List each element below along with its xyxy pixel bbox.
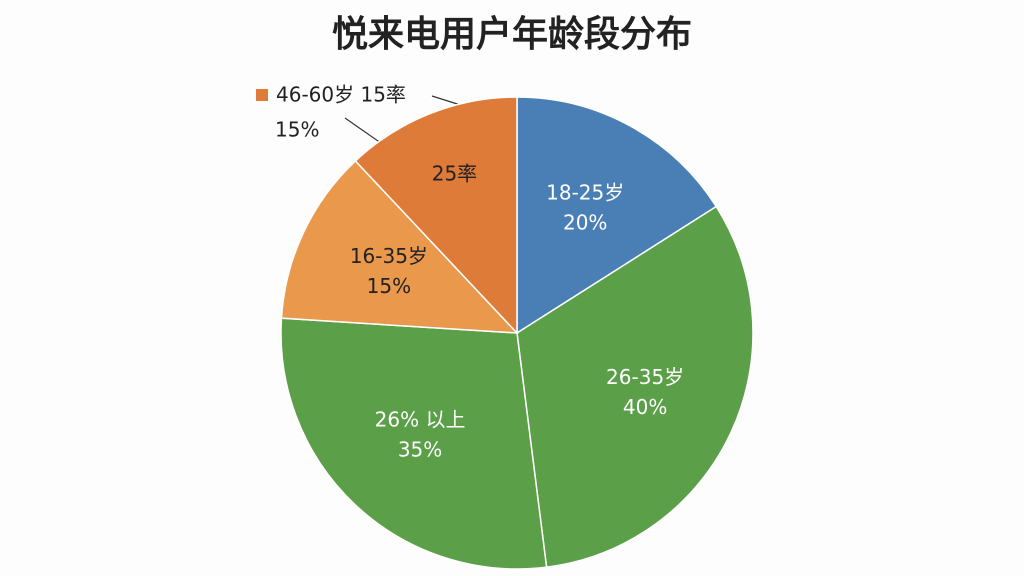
slice-value: 35% <box>398 438 442 462</box>
legend-marker <box>256 89 268 101</box>
pie-slice <box>516 205 754 568</box>
slice-label: 26-35岁 <box>606 365 684 389</box>
pie-slice <box>280 159 519 334</box>
slice-value: 20% <box>563 210 607 234</box>
pie-slice <box>516 96 718 335</box>
chart-title: 悦来电用户年龄段分布 <box>332 14 692 55</box>
slice-value: 15% <box>275 118 319 142</box>
slice-label: 16-35岁 <box>350 244 428 268</box>
pie-slice <box>280 317 548 570</box>
slice-label: 46-60岁 15率 <box>276 83 406 107</box>
slice-label: 26% 以上 <box>375 408 466 432</box>
slice-value: 15% <box>367 274 411 298</box>
annotation: 25率 <box>432 162 477 186</box>
slice-label: 18-25岁 <box>546 180 624 204</box>
pie-slice <box>354 96 518 335</box>
slice-value: 40% <box>623 395 667 419</box>
